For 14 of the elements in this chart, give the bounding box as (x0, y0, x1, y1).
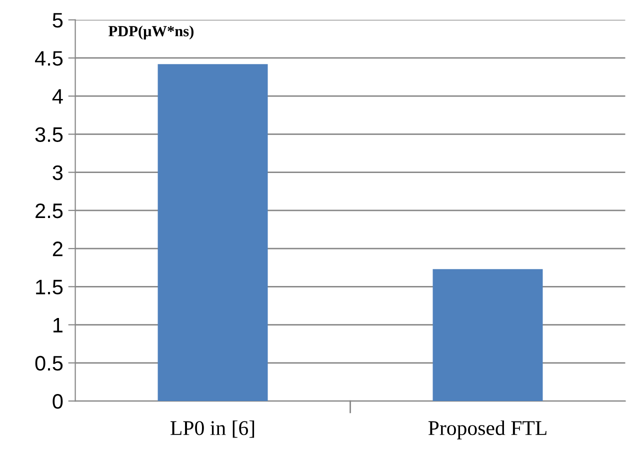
y-tick-label: 0.5 (35, 356, 63, 371)
y-tick-label: 2.5 (36, 203, 63, 218)
y-tick-label: 3 (52, 165, 63, 180)
x-tick-label: Proposed FTL (428, 420, 546, 440)
y-tick-label: 1.5 (36, 280, 63, 294)
y-tick-label: 5 (52, 13, 63, 28)
y-tick-label: 3.5 (35, 127, 63, 142)
x-tick-label: LP0 in [6] (170, 420, 254, 438)
y-tick-label: 4 (52, 89, 63, 104)
y-tick-label: 0 (52, 394, 63, 409)
y-tick-label: 4.5 (35, 51, 63, 66)
y-tick-label: 1 (53, 318, 62, 332)
y-tick-label: 2 (52, 242, 62, 256)
y-axis-title: PDP(μW*ns) (108, 26, 194, 40)
